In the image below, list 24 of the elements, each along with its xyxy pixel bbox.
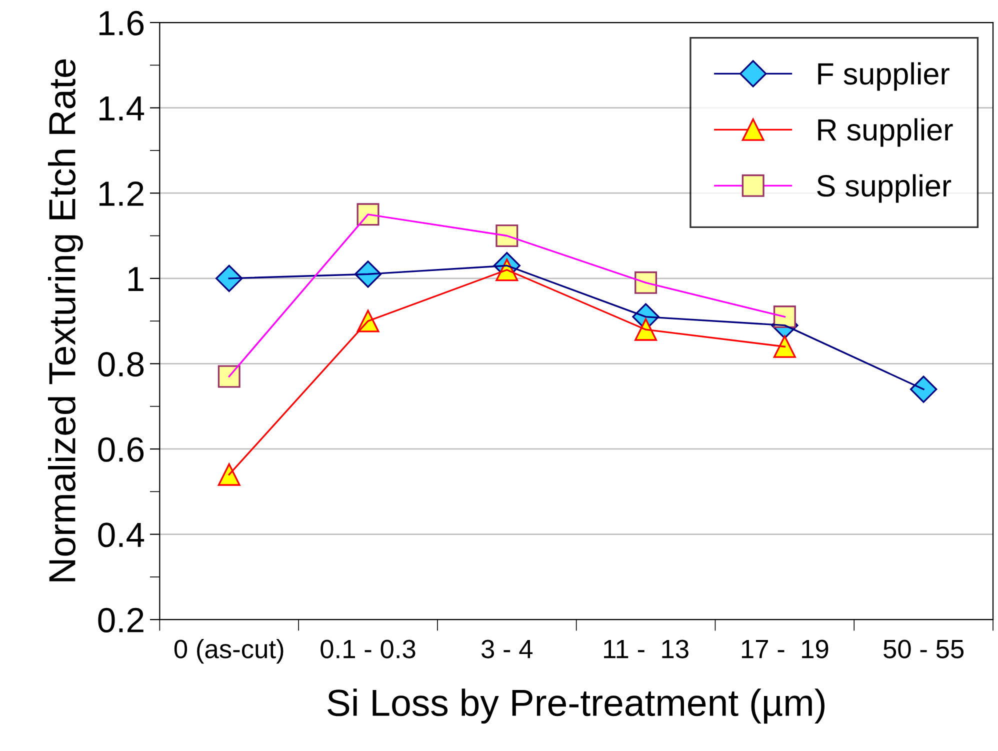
x-tick-label: 11 - 13: [604, 640, 688, 658]
y-tick-label: 1.2: [99, 181, 144, 206]
y-tick-label: 0.4: [98, 522, 144, 548]
point: [634, 318, 658, 341]
point: [218, 463, 240, 486]
point: [910, 376, 938, 403]
x-tick-label: 0 (as-cut): [174, 639, 284, 664]
y-tick-label: 1: [128, 267, 144, 291]
y-tick-label: 1.4: [99, 96, 144, 120]
x-tick-label: 50 - 55: [884, 640, 964, 658]
y-tick-label: 0.8: [98, 352, 144, 377]
legend-label: R supplier: [818, 118, 953, 147]
point: [216, 264, 243, 292]
x-tick-label: 0.1 - 0.3: [320, 640, 416, 658]
x-tick-label: 17 - 19: [742, 640, 828, 658]
y-tick-label: 0.2: [98, 608, 144, 632]
x-axis-title: Si Loss by Pre-treatment (µm): [328, 688, 824, 724]
legend-label: F supplier: [818, 62, 950, 91]
y-tick-label: 0.6: [98, 437, 144, 462]
x-tick-label: 3 - 4: [482, 640, 533, 658]
y-axis-title: Normalized Texturing Etch Rate: [48, 59, 83, 582]
y-tick-label: 1.6: [99, 10, 144, 36]
point: [773, 335, 796, 358]
legend-label: S supplier: [817, 174, 952, 203]
